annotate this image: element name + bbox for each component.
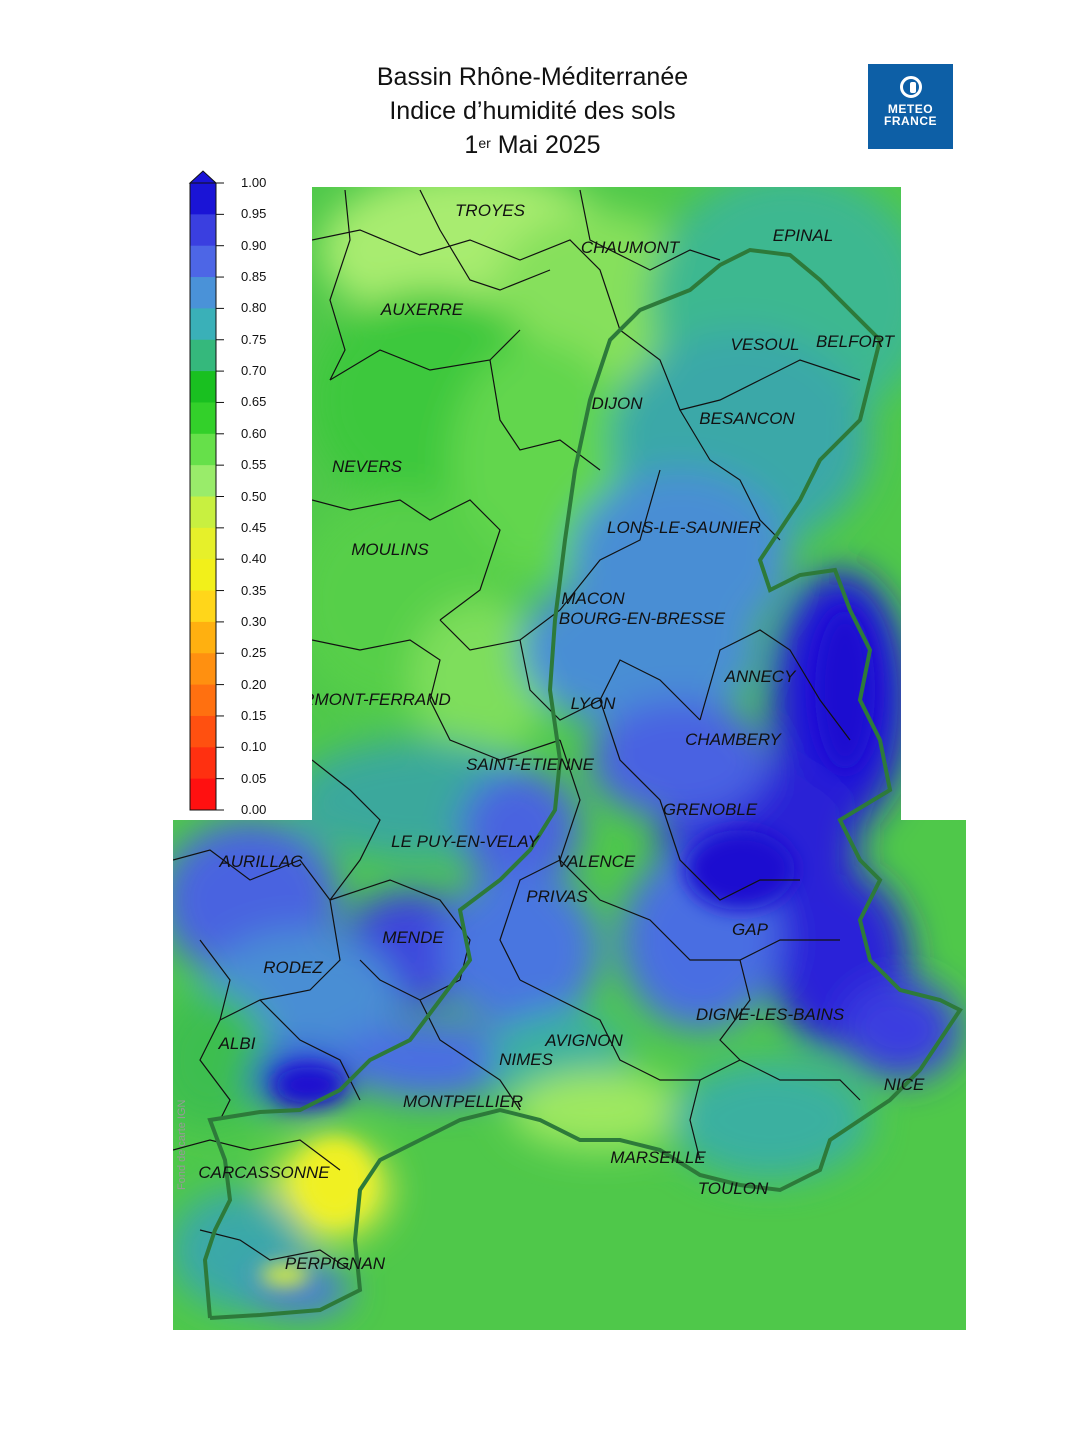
city-label: GAP [732,920,769,939]
legend-swatch [190,245,216,278]
legend-swatch [190,308,216,341]
city-label: RODEZ [263,958,323,977]
legend-label: 0.80 [241,300,267,316]
legend-color-bar [188,170,224,811]
legend-label: 0.85 [241,269,267,285]
city-label: AVIGNON [544,1031,623,1050]
legend-label: 0.00 [241,802,267,817]
city-label: BOURG-EN-BRESSE [559,609,726,628]
city-label: ANNECY [724,667,798,686]
legend-swatch [190,277,216,309]
legend-label: 0.20 [241,676,267,692]
city-label: VESOUL [731,335,800,354]
city-label: NIMES [499,1050,554,1069]
legend-swatch [190,183,216,215]
legend-label: 0.15 [241,707,267,723]
city-label: AUXERRE [380,300,464,319]
legend-swatch [190,747,216,780]
city-label: LYON [571,694,616,713]
city-label: CHAMBERY [685,730,782,749]
city-label: SAINT-ETIENNE [466,755,595,774]
city-label: GRENOBLE [663,800,758,819]
city-label: MOULINS [351,540,429,559]
city-label: CHAUMONT [581,238,681,257]
legend-label: 0.50 [241,488,267,504]
legend-label: 1.00 [241,175,267,190]
legend-swatch [190,402,216,435]
legend-max-arrow [188,170,218,184]
legend-swatch [190,465,216,497]
legend-swatch [190,559,216,592]
city-label: TOULON [698,1179,769,1198]
title-line-1: Bassin Rhône-Méditerranée [376,63,689,91]
city-label: MARSEILLE [610,1148,706,1167]
city-label: NICE [884,1075,925,1094]
department-boundaries [173,189,861,1271]
city-label: PERPIGNAN [285,1254,386,1273]
legend-label: 0.65 [241,394,267,410]
city-label: MONTPELLIER [403,1092,523,1111]
legend-label: 0.70 [241,363,267,379]
legend-label: 0.35 [241,582,267,598]
city-label: MACON [561,589,625,608]
map-title: Bassin Rhône-Méditerranée Indice d’humid… [300,60,765,162]
legend-swatch [190,715,216,748]
legend-swatch [190,621,216,654]
city-label: MENDE [382,928,444,947]
title-line-3: 1er Mai 2025 [464,131,601,159]
legend-swatch [190,527,216,560]
city-label: DIGNE-LES-BAINS [696,1005,845,1024]
legend-swatch [190,684,216,717]
title-line-2: Indice d’humidité des sols [389,97,676,125]
legend-label: 0.75 [241,331,267,347]
city-label: CARCASSONNE [198,1163,330,1182]
legend-label: 0.10 [241,739,267,755]
legend-label: 0.05 [241,770,267,786]
legend-swatch [190,214,216,247]
city-label: TROYES [455,201,526,220]
legend-label: 0.90 [241,237,267,253]
city-label: LONS-LE-SAUNIER [607,518,761,537]
city-label: DIJON [592,394,644,413]
legend-label: 0.40 [241,551,267,567]
city-label: BESANCON [699,409,795,428]
legend-swatch [190,433,216,466]
city-label: AURILLAC [218,852,303,871]
meteo-france-logo: METEO FRANCE [868,64,953,149]
city-label: BELFORT [816,332,896,351]
meteo-france-icon [899,76,922,98]
legend-label: 0.55 [241,457,267,473]
city-label: EPINAL [773,226,833,245]
city-label: LE PUY-EN-VELAY [391,832,540,851]
legend-label: 0.95 [241,206,267,222]
basin-boundary [202,247,963,1320]
legend-label: 0.60 [241,425,267,441]
city-label: VALENCE [557,852,636,871]
legend-label: 0.30 [241,613,267,629]
legend-swatch [190,778,216,811]
legend-swatch [190,496,216,529]
legend-swatch [190,339,216,372]
legend-swatch [190,653,216,686]
city-label: NEVERS [332,457,403,476]
legend-label: 0.25 [241,645,267,661]
legend-label: 0.45 [241,519,267,535]
legend-swatch [190,590,216,623]
city-label: ALBI [218,1034,256,1053]
city-labels: TROYES CHAUMONT EPINAL AUXERRE VESOUL BE… [198,201,925,1273]
city-label: PRIVAS [526,887,588,906]
city-label: CLERMONT-FERRAND [269,690,451,709]
map-attribution: Fond de carte IGN [176,1099,188,1191]
legend-swatch [190,371,216,403]
